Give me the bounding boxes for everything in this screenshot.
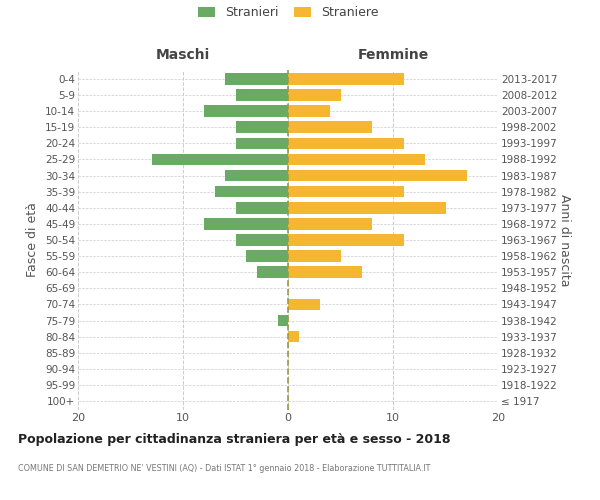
Bar xyxy=(288,202,445,213)
Bar xyxy=(215,186,288,198)
Bar xyxy=(288,331,299,342)
Y-axis label: Fasce di età: Fasce di età xyxy=(26,202,40,278)
Bar xyxy=(288,89,341,101)
Bar xyxy=(151,154,288,165)
Bar xyxy=(204,106,288,117)
Bar xyxy=(235,122,288,133)
Legend: Stranieri, Straniere: Stranieri, Straniere xyxy=(197,6,379,19)
Bar xyxy=(235,202,288,213)
Bar xyxy=(235,89,288,101)
Bar xyxy=(288,186,404,198)
Text: Maschi: Maschi xyxy=(156,48,210,62)
Bar xyxy=(288,250,341,262)
Text: Popolazione per cittadinanza straniera per età e sesso - 2018: Popolazione per cittadinanza straniera p… xyxy=(18,432,451,446)
Bar xyxy=(225,170,288,181)
Bar xyxy=(204,218,288,230)
Text: COMUNE DI SAN DEMETRIO NE' VESTINI (AQ) - Dati ISTAT 1° gennaio 2018 - Elaborazi: COMUNE DI SAN DEMETRIO NE' VESTINI (AQ) … xyxy=(18,464,430,473)
Bar xyxy=(288,170,467,181)
Y-axis label: Anni di nascita: Anni di nascita xyxy=(559,194,571,286)
Bar xyxy=(288,266,361,278)
Bar xyxy=(288,234,404,246)
Bar xyxy=(288,106,330,117)
Bar xyxy=(257,266,288,278)
Bar xyxy=(288,154,425,165)
Bar xyxy=(288,73,404,85)
Bar xyxy=(277,315,288,326)
Bar xyxy=(235,234,288,246)
Bar xyxy=(235,138,288,149)
Text: Femmine: Femmine xyxy=(358,48,428,62)
Bar xyxy=(288,122,372,133)
Bar xyxy=(288,298,320,310)
Bar xyxy=(246,250,288,262)
Bar xyxy=(288,218,372,230)
Bar xyxy=(288,138,404,149)
Bar xyxy=(225,73,288,85)
